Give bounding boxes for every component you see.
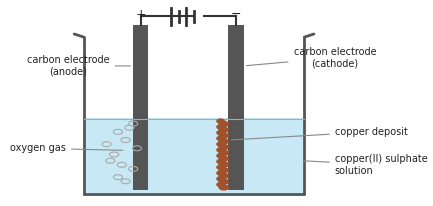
Circle shape bbox=[217, 119, 224, 123]
Circle shape bbox=[217, 165, 224, 169]
Circle shape bbox=[217, 148, 224, 152]
Circle shape bbox=[219, 173, 228, 178]
Circle shape bbox=[219, 145, 228, 150]
Text: copper deposit: copper deposit bbox=[231, 127, 408, 140]
Circle shape bbox=[219, 133, 228, 138]
Bar bbox=[228, 25, 243, 190]
Bar bbox=[86, 118, 303, 193]
Circle shape bbox=[219, 122, 228, 126]
Circle shape bbox=[217, 183, 224, 187]
Text: copper(II) sulphate
solution: copper(II) sulphate solution bbox=[304, 154, 428, 176]
Circle shape bbox=[217, 136, 224, 140]
Circle shape bbox=[219, 185, 228, 190]
Text: +: + bbox=[136, 8, 146, 21]
Circle shape bbox=[219, 139, 228, 144]
Circle shape bbox=[217, 159, 224, 164]
Circle shape bbox=[217, 125, 224, 129]
Circle shape bbox=[217, 177, 224, 181]
Circle shape bbox=[219, 150, 228, 155]
Circle shape bbox=[219, 179, 228, 184]
Circle shape bbox=[217, 154, 224, 158]
Text: carbon electrode
(anode): carbon electrode (anode) bbox=[27, 55, 130, 77]
Bar bbox=[133, 25, 149, 190]
Text: carbon electrode
(cathode): carbon electrode (cathode) bbox=[246, 47, 376, 68]
Circle shape bbox=[217, 131, 224, 135]
Circle shape bbox=[219, 168, 228, 173]
Text: oxygen gas: oxygen gas bbox=[10, 143, 123, 153]
Circle shape bbox=[219, 162, 228, 167]
Circle shape bbox=[219, 156, 228, 161]
Circle shape bbox=[217, 171, 224, 175]
Circle shape bbox=[219, 127, 228, 132]
Text: −: − bbox=[231, 8, 241, 21]
Circle shape bbox=[217, 142, 224, 146]
